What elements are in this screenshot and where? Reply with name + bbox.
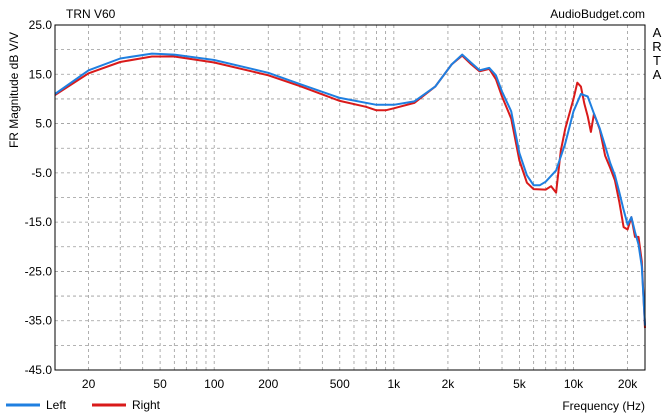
y-tick-label: -45.0 xyxy=(25,363,53,377)
y-tick-label: -25.0 xyxy=(25,264,53,278)
x-tick-label: 10k xyxy=(564,377,584,391)
x-tick-label: 20k xyxy=(618,377,638,391)
side-label-letter: T xyxy=(653,53,661,68)
y-tick-label: 5.0 xyxy=(35,117,52,131)
y-axis-label: FR Magnitude dB V/V xyxy=(7,32,21,148)
chart-title: TRN V60 xyxy=(66,7,116,21)
series-line-right xyxy=(54,54,646,329)
y-tick-label: -35.0 xyxy=(25,314,53,328)
y-axis-ticks: 25.0 15.0 5.0 -5.0 -15.0 -25.0 -35.0 -45.0 xyxy=(25,18,53,377)
x-axis-label: Frequency (Hz) xyxy=(562,399,645,413)
y-tick-label: -15.0 xyxy=(25,215,53,229)
watermark-label: AudioBudget.com xyxy=(550,7,645,21)
plot-area-frame xyxy=(54,24,646,371)
side-label-letter: A xyxy=(653,25,662,40)
y-tick-label: 25.0 xyxy=(29,18,53,32)
x-tick-label: 500 xyxy=(330,377,350,391)
side-label-letter: R xyxy=(652,39,661,54)
legend: Left Right xyxy=(6,398,161,412)
y-tick-label: 15.0 xyxy=(29,67,53,81)
x-tick-label: 20 xyxy=(82,377,96,391)
legend-label-left: Left xyxy=(46,398,67,412)
x-tick-label: 5k xyxy=(513,377,527,391)
x-tick-label: 200 xyxy=(258,377,278,391)
x-tick-label: 1k xyxy=(388,377,402,391)
series-layer xyxy=(54,52,646,329)
x-tick-label: 50 xyxy=(153,377,167,391)
side-label-letter: A xyxy=(653,67,662,82)
legend-label-right: Right xyxy=(132,398,161,412)
y-tick-label: -5.0 xyxy=(31,166,52,180)
x-tick-label: 2k xyxy=(442,377,456,391)
x-tick-label: 100 xyxy=(204,377,224,391)
grid xyxy=(55,25,645,370)
x-axis-ticks: 20 50 100 200 500 1k 2k 5k 10k 20k xyxy=(82,377,638,391)
series-line-left xyxy=(54,52,646,326)
